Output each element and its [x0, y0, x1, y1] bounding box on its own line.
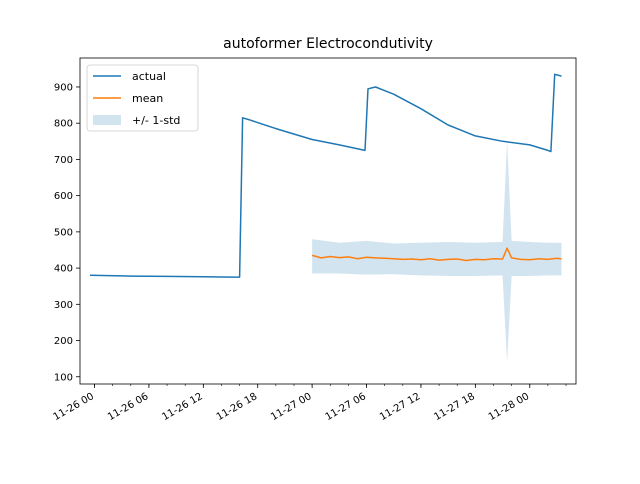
y-tick-label: 500 [54, 227, 73, 238]
y-tick-label: 700 [54, 155, 73, 166]
series-line-mean [311, 247, 562, 262]
y-tick-label: 200 [54, 336, 73, 347]
chart-title: autoformer Electrocondutivity [223, 36, 433, 52]
y-tick-label: 100 [54, 372, 73, 383]
std-band [312, 141, 562, 363]
legend-std-label: +/- 1-std [132, 114, 180, 127]
y-tick-label: 800 [54, 119, 73, 130]
y-tick-label: 600 [54, 191, 73, 202]
legend: actual mean +/- 1-std [86, 64, 199, 132]
y-tick-label: 900 [54, 82, 73, 93]
y-tick-label: 400 [54, 264, 73, 275]
legend-actual-label: actual [132, 70, 166, 83]
series-line-actual [89, 73, 562, 278]
legend-std-swatch [93, 115, 121, 125]
legend-box [86, 64, 199, 132]
legend-mean-label: mean [132, 92, 163, 105]
plot-area [89, 73, 562, 363]
axes-frame [79, 57, 577, 385]
y-tick-label: 300 [54, 300, 73, 311]
